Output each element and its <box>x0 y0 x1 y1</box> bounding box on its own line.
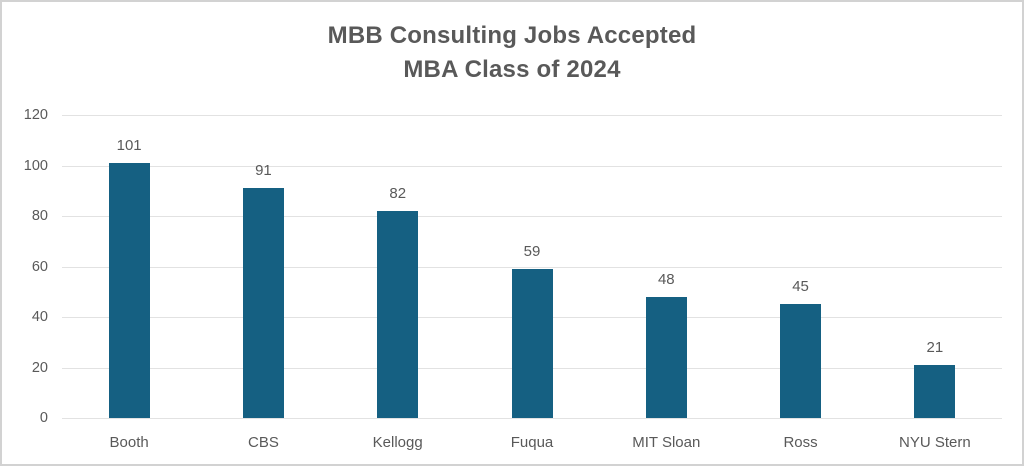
y-axis-tick-label: 80 <box>31 208 48 224</box>
gridline <box>62 216 1002 217</box>
bar-mit-sloan <box>645 296 687 418</box>
x-axis-label: Ross <box>783 434 818 451</box>
x-axis-label: CBS <box>248 434 279 451</box>
bar-nyu-stern <box>914 364 956 418</box>
x-axis-label: Booth <box>109 434 149 451</box>
bar-cbs <box>242 188 284 418</box>
bar-value-label: 82 <box>389 184 407 202</box>
y-axis-tick-label: 40 <box>31 309 48 325</box>
x-axis-label: NYU Stern <box>898 434 971 451</box>
bar-ross <box>780 304 822 418</box>
x-axis-label: MIT Sloan <box>632 434 701 451</box>
y-axis-tick-label: 0 <box>39 410 48 426</box>
chart-title-line1: MBB Consulting Jobs Accepted <box>327 22 697 49</box>
y-axis-tick-label: 100 <box>23 157 48 174</box>
y-axis-tick-label: 120 <box>23 107 48 123</box>
y-axis-tick-label: 20 <box>31 359 48 376</box>
bar-kellogg <box>377 210 419 418</box>
bar-value-label: 48 <box>657 270 675 288</box>
bar-value-label: 91 <box>255 162 272 180</box>
y-axis-tick-label: 60 <box>31 258 48 275</box>
x-axis-label: Fuqua <box>510 434 554 451</box>
chart-title-line2: MBA Class of 2024 <box>403 56 621 83</box>
gridline <box>62 115 1002 116</box>
gridline <box>62 266 1002 268</box>
chart-title: MBB Consulting Jobs Accepted MBA Class o… <box>2 19 1022 87</box>
bar-booth <box>108 162 150 418</box>
bar-value-label: 101 <box>116 136 142 154</box>
gridline <box>62 418 1002 419</box>
bar-value-label: 21 <box>926 338 944 356</box>
x-axis-label: Kellogg <box>372 434 423 451</box>
gridline <box>62 165 1002 167</box>
bar-value-label: 59 <box>523 243 541 261</box>
bar-value-label: 45 <box>792 278 809 296</box>
bar-fuqua <box>511 269 553 418</box>
